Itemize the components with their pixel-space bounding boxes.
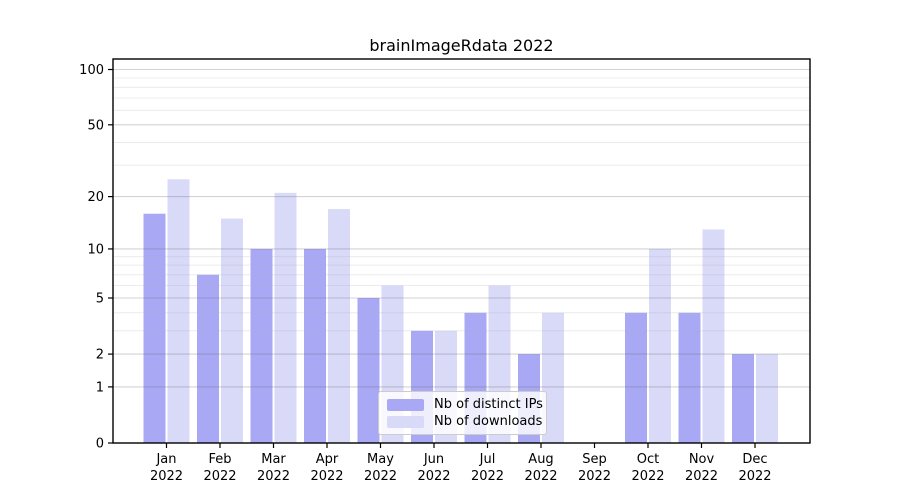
x-tick-label-year-apr: 2022 (310, 469, 343, 484)
x-tick-label-year-jan: 2022 (150, 469, 183, 484)
bar-downloads-mar (274, 192, 297, 443)
bar-downloads-apr (328, 209, 350, 443)
x-tick-label-year-jul: 2022 (471, 469, 504, 484)
bar-distinct-ips-jan (143, 213, 166, 443)
x-tick-label-year-sep: 2022 (578, 469, 611, 484)
bar-downloads-feb (221, 218, 243, 443)
x-tick-label-year-dec: 2022 (738, 469, 771, 484)
y-tick-label-0: 0 (96, 437, 104, 452)
x-tick-label-year-nov: 2022 (685, 469, 718, 484)
y-tick-label-10: 10 (87, 242, 104, 257)
legend-label-downloads: Nb of downloads (434, 414, 543, 429)
legend-label-distinct-ips: Nb of distinct IPs (434, 397, 543, 412)
x-tick-label-month-may: May (367, 452, 394, 467)
x-tick-label-year-mar: 2022 (257, 469, 290, 484)
legend: Nb of distinct IPs Nb of downloads (378, 391, 547, 435)
bar-distinct-ips-apr (304, 248, 326, 443)
x-tick-label-month-feb: Feb (208, 452, 231, 467)
plot-border (112, 58, 811, 444)
bar-distinct-ips-oct (625, 312, 647, 443)
legend-swatch-downloads-icon (387, 415, 424, 428)
bar-downloads-oct (649, 248, 671, 443)
legend-swatch-distinct-ips-icon (387, 398, 424, 411)
bar-distinct-ips-may (357, 297, 380, 443)
x-tick-label-month-jan: Jan (155, 452, 176, 467)
bar-distinct-ips-mar (250, 248, 273, 443)
legend-item-downloads: Nb of downloads (387, 414, 542, 429)
bar-downloads-nov (702, 229, 725, 443)
y-tick-label-2: 2 (96, 348, 104, 363)
x-tick-label-month-apr: Apr (316, 452, 339, 467)
bar-downloads-aug (542, 312, 564, 443)
y-tick-label-20: 20 (87, 190, 104, 205)
bar-distinct-ips-nov (678, 312, 701, 443)
y-tick-label-1: 1 (96, 380, 104, 395)
y-tick-label-100: 100 (79, 63, 104, 78)
x-tick-label-month-mar: Mar (261, 452, 286, 467)
y-tick-label-5: 5 (96, 291, 104, 306)
x-tick-label-month-nov: Nov (689, 452, 715, 467)
chart-title: brainImageRdata 2022 (369, 36, 554, 55)
x-tick-label-month-dec: Dec (742, 452, 767, 467)
y-tick-label-50: 50 (87, 118, 104, 133)
x-tick-label-month-jul: Jul (479, 452, 496, 467)
x-tick-label-month-oct: Oct (637, 452, 659, 467)
bar-downloads-jan (167, 179, 190, 443)
x-tick-label-month-sep: Sep (582, 452, 607, 467)
legend-item-distinct-ips: Nb of distinct IPs (387, 397, 543, 412)
x-tick-label-year-jun: 2022 (417, 469, 450, 484)
x-tick-label-month-jun: Jun (423, 452, 444, 467)
bar-distinct-ips-dec (732, 354, 754, 443)
x-tick-label-month-aug: Aug (528, 452, 553, 467)
x-tick-label-year-oct: 2022 (631, 469, 664, 484)
bar-downloads-dec (756, 354, 778, 443)
x-tick-label-year-aug: 2022 (524, 469, 557, 484)
x-tick-label-year-may: 2022 (364, 469, 397, 484)
x-tick-label-year-feb: 2022 (203, 469, 236, 484)
bar-distinct-ips-feb (197, 274, 219, 443)
